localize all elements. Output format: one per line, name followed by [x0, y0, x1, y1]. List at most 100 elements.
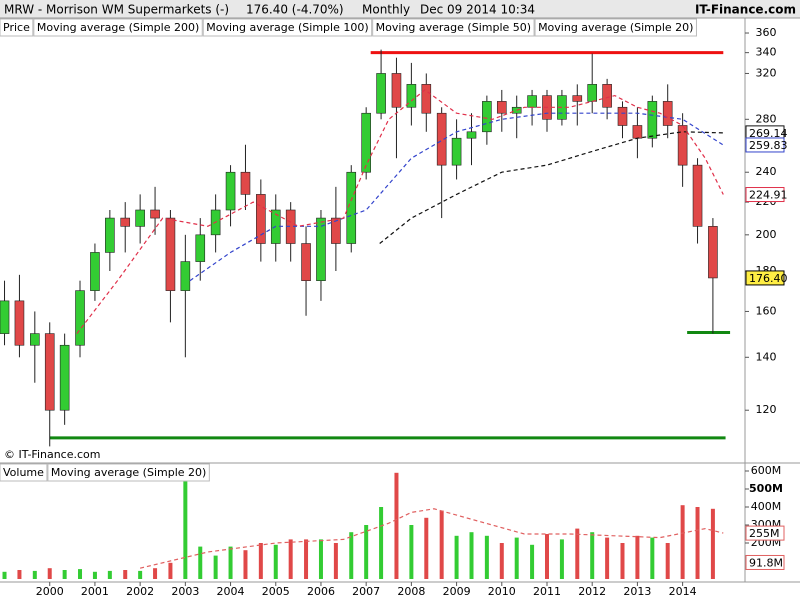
site: IT-Finance.com — [695, 3, 796, 17]
legend-box — [534, 18, 697, 37]
volume-bar — [333, 543, 338, 579]
volume-bar — [590, 532, 595, 579]
legend-item: Price — [0, 18, 34, 37]
volume-bar — [213, 555, 218, 579]
candle-body — [0, 300, 10, 334]
candle-body — [391, 73, 402, 108]
x-tick-label: 2012 — [578, 585, 606, 598]
y-tick-label: 400M — [751, 500, 782, 513]
candle-body — [451, 137, 462, 166]
candle-body — [14, 300, 25, 346]
y-tick-label: 600M — [751, 464, 782, 477]
header-bar — [0, 0, 800, 18]
volume-bar — [288, 539, 293, 579]
volume-bar — [304, 539, 309, 579]
candle-body — [105, 217, 115, 253]
volume-bar — [228, 546, 233, 579]
legend-box — [0, 463, 48, 482]
candle-body — [59, 344, 70, 411]
candle-body — [527, 95, 537, 108]
volume-bar — [273, 544, 278, 579]
candle-body — [361, 112, 371, 173]
candle-body — [496, 101, 507, 114]
x-tick-label: 2010 — [488, 585, 516, 598]
candle-body — [135, 209, 145, 227]
volume-bar — [665, 543, 670, 579]
y-tick-label: 140 — [756, 350, 777, 363]
volume-bar — [499, 543, 504, 579]
candle-body — [120, 217, 131, 227]
legend-item: Moving average (Simple 200) — [33, 18, 203, 37]
volume-bar — [544, 534, 549, 579]
candle-body — [482, 101, 492, 133]
y-tick-label: 320 — [756, 66, 777, 79]
moving-average-line — [379, 131, 724, 244]
x-tick-label: 2002 — [126, 585, 154, 598]
candle-body — [331, 217, 341, 244]
value-marker — [745, 270, 785, 286]
value-marker-label: 224.91 — [749, 189, 788, 202]
x-tick-label: 2005 — [262, 585, 290, 598]
candle-body — [572, 95, 583, 102]
candle-body — [90, 252, 100, 291]
volume-bar — [107, 570, 112, 579]
candle-body — [587, 84, 598, 102]
volume-bar — [92, 571, 97, 579]
volume-bar — [243, 550, 248, 579]
y-tick-label: 280 — [756, 112, 777, 125]
x-tick-label: 2001 — [81, 585, 109, 598]
volume-bar — [123, 570, 128, 579]
candle-body — [406, 84, 417, 108]
value-marker-label: 259.83 — [749, 139, 788, 152]
value-marker — [745, 554, 785, 570]
volume-bar — [2, 571, 7, 579]
candle-body — [240, 171, 251, 195]
y-tick-label: 340 — [756, 46, 777, 59]
volume-bar — [17, 570, 22, 579]
legend-label: Moving average (Simple 200) — [37, 21, 199, 34]
x-tick-label: 2003 — [171, 585, 199, 598]
volume-bar — [78, 569, 83, 579]
volume-bar — [680, 505, 685, 579]
volume-bar — [469, 532, 474, 579]
volume-bar — [454, 535, 459, 579]
y-tick-label: 120 — [756, 403, 777, 416]
candle-body — [195, 234, 206, 262]
legend-label: Moving average (Simple 20) — [51, 466, 206, 479]
volume-bar — [439, 510, 444, 579]
legend-item: Moving average (Simple 100) — [202, 18, 373, 37]
quote: 176.40 (-4.70%) — [246, 3, 344, 17]
volume-bar — [364, 525, 369, 579]
volume-bar — [650, 537, 655, 579]
candle-body — [708, 226, 718, 279]
legend-box — [202, 18, 373, 37]
volume-bar — [138, 570, 143, 579]
volume-bar — [168, 562, 173, 579]
volume-bar — [258, 543, 263, 579]
volume-bar — [559, 539, 564, 579]
value-marker — [745, 137, 785, 153]
legend-item: Volume — [0, 463, 48, 482]
y-tick-label: 160 — [756, 304, 777, 317]
candle-body — [692, 164, 703, 227]
candle-body — [150, 209, 160, 219]
value-marker — [745, 187, 785, 203]
candle-body — [301, 243, 311, 281]
volume-bar — [530, 544, 535, 579]
x-tick-label: 2014 — [669, 585, 697, 598]
volume-bar — [62, 570, 67, 579]
legend-box — [33, 18, 203, 37]
volume-bar — [349, 532, 354, 579]
value-marker — [745, 525, 785, 541]
candle-body — [225, 171, 236, 211]
legend-label: Moving average (Simple 20) — [538, 21, 693, 34]
volume-bar — [695, 507, 700, 579]
value-marker-label: 269.14 — [749, 127, 788, 140]
value-marker-label: 255M — [749, 527, 780, 540]
symbol: MRW - Morrison WM Supermarkets (-) — [4, 3, 229, 17]
candle-body — [75, 290, 85, 346]
candle-body — [436, 112, 447, 166]
volume-bar — [47, 568, 52, 579]
candle-body — [677, 125, 688, 166]
